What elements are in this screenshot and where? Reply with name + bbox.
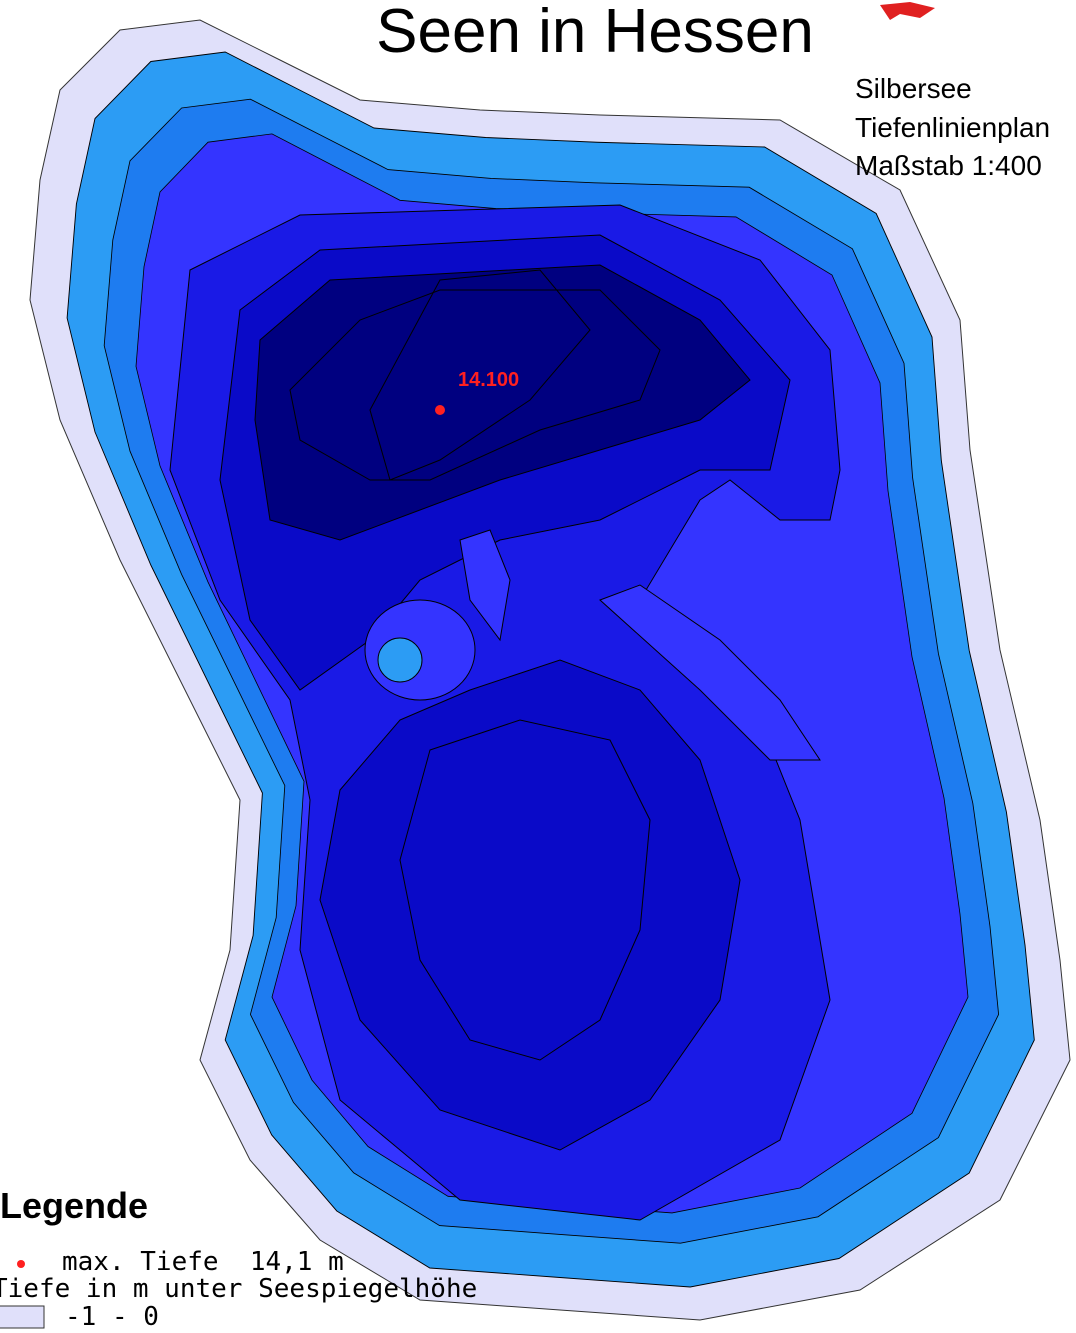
lake-name: Silbersee	[855, 73, 972, 104]
map-scale: Maßstab 1:400	[855, 150, 1042, 181]
contour	[369, 269, 591, 481]
logo	[880, 2, 935, 20]
contour	[399, 719, 651, 1061]
shoal	[599, 584, 821, 761]
legend-caption: Tiefe in m unter Seespiegelhöhe	[0, 1274, 477, 1304]
max-depth-label: 14.100	[458, 369, 519, 391]
legend-title: Legende	[0, 1185, 148, 1226]
shoal	[377, 637, 423, 683]
south-basin	[319, 659, 741, 1151]
title: Seen in Hessen	[376, 0, 814, 66]
shoal	[459, 529, 511, 642]
plan-type: Tiefenlinienplan	[855, 112, 1050, 143]
legend-dot	[17, 1260, 25, 1268]
depth-zone-6	[254, 264, 751, 541]
legend-class: -1 - 0	[65, 1302, 159, 1332]
legend-swatch	[0, 1305, 45, 1329]
contour	[289, 289, 661, 481]
legend-max-depth: max. Tiefe 14,1 m	[62, 1247, 344, 1277]
max-depth-point	[435, 405, 445, 415]
